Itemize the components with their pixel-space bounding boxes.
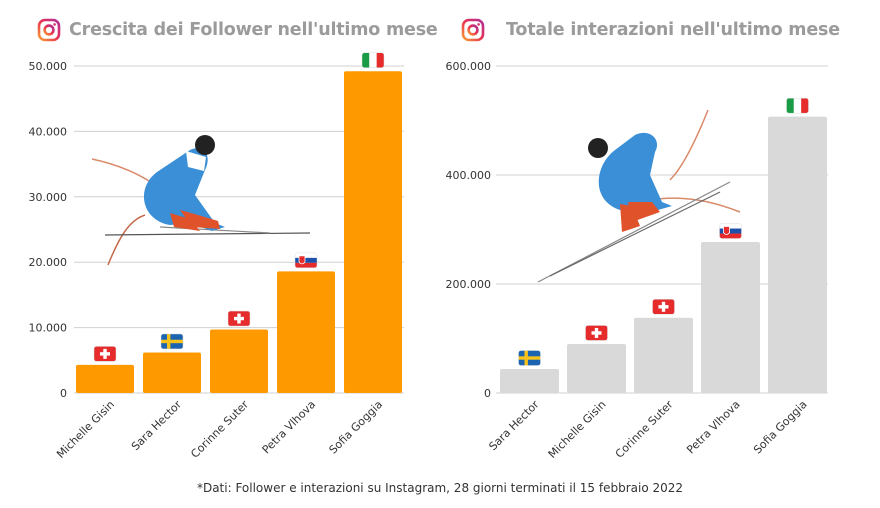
left-ytick-label: 40.000 [29, 125, 68, 138]
left-ytick-label: 10.000 [29, 322, 68, 335]
skier-illustration [537, 109, 741, 283]
left-bar [76, 364, 134, 393]
flag-ch-icon [585, 325, 608, 341]
left-bar [143, 352, 201, 393]
right-ytick-label: 400.000 [446, 169, 492, 182]
right-bar [500, 369, 559, 393]
flag-ch-icon [93, 346, 117, 362]
left-category-label: Sara Hector [129, 398, 185, 454]
flag-it-icon [361, 52, 385, 68]
left-ytick-label: 20.000 [29, 256, 68, 269]
right-chart-title: Totale interazioni nell'ultimo mese [506, 20, 840, 40]
right-category-label: Sofia Goggia [751, 398, 810, 457]
instagram-icon [461, 18, 485, 42]
flag-se-icon [160, 333, 184, 350]
left-ytick-label: 0 [60, 387, 67, 400]
right-ytick-label: 0 [484, 387, 491, 400]
left-bar [344, 71, 402, 394]
flag-sk-icon [719, 223, 742, 239]
left-chart-title: Crescita dei Follower nell'ultimo mese [69, 20, 438, 40]
right-bar [701, 242, 760, 393]
footnote: *Dati: Follower e interazioni su Instagr… [196, 481, 684, 495]
flag-it-icon [786, 97, 809, 114]
left-category-label: Michelle Gisin [54, 398, 117, 461]
flag-se-icon [518, 350, 541, 366]
right-category-label: Petra Vlhova [684, 398, 742, 456]
right-category-label: Michelle Gisin [546, 398, 609, 461]
instagram-icon [37, 18, 61, 42]
left-ytick-label: 30.000 [29, 191, 68, 204]
skier-illustration [91, 135, 311, 266]
left-category-label: Sofia Goggia [326, 398, 385, 457]
left-bar [210, 329, 268, 393]
left-category-label: Corinne Suter [188, 398, 251, 461]
right-bar [634, 317, 693, 393]
left-bar [277, 271, 335, 393]
right-ytick-label: 600.000 [446, 60, 492, 73]
left-category-label: Petra Vlhova [260, 398, 318, 456]
flag-sk-icon [294, 252, 318, 269]
right-bar [768, 116, 827, 393]
flag-ch-icon [227, 310, 251, 327]
right-category-label: Sara Hector [486, 398, 542, 454]
left-ytick-label: 50.000 [29, 60, 68, 73]
flag-ch-icon [652, 299, 675, 315]
right-ytick-label: 200.000 [446, 278, 492, 291]
right-bar [567, 343, 626, 393]
right-category-label: Corinne Suter [613, 398, 676, 461]
